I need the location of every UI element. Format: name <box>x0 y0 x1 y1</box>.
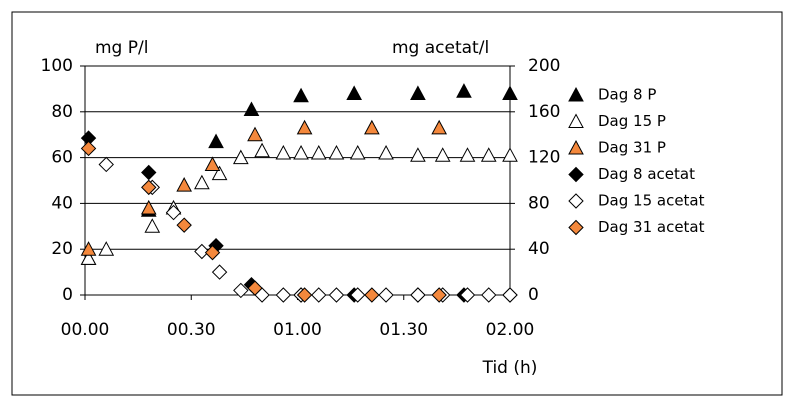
data-point <box>481 287 497 303</box>
x-tick-label: 00.30 <box>167 320 216 340</box>
data-point <box>275 287 292 303</box>
y-axis-label: mg P/l <box>95 38 148 58</box>
data-point <box>247 126 263 142</box>
data-point <box>140 199 157 215</box>
data-point <box>364 119 380 135</box>
data-point <box>233 282 249 299</box>
data-point <box>254 142 270 158</box>
data-point <box>176 177 193 192</box>
legend-marker <box>568 166 584 183</box>
data-point <box>410 287 426 303</box>
legend-marker <box>568 193 584 209</box>
data-point <box>328 144 345 160</box>
data-point <box>293 87 309 103</box>
data-point <box>328 287 345 303</box>
legend-marker <box>568 86 584 102</box>
data-point <box>296 119 313 135</box>
legend-label: Dag 31 P <box>598 139 666 157</box>
legend-label: Dag 8 acetat <box>598 165 695 183</box>
data-point <box>311 287 327 303</box>
data-point <box>176 217 192 233</box>
y-tick-label: 40 <box>51 193 73 213</box>
x-tick-label: 00.00 <box>61 320 110 340</box>
y-tick-label: 80 <box>51 102 73 122</box>
data-point <box>296 287 313 303</box>
y2-axis-label: mg acetat/l <box>392 38 489 58</box>
data-point <box>141 179 157 196</box>
data-point <box>431 119 448 135</box>
y-tick-label: 0 <box>62 285 73 305</box>
data-point <box>243 101 260 117</box>
data-point <box>346 85 363 100</box>
data-point <box>410 147 426 162</box>
data-point <box>378 144 394 160</box>
legend-marker <box>568 219 584 236</box>
data-point <box>204 244 221 261</box>
data-point <box>434 147 451 162</box>
data-point <box>80 250 97 265</box>
y2-tick-label: 80 <box>528 193 550 213</box>
data-point <box>349 144 366 160</box>
y-tick-label: 60 <box>51 148 73 168</box>
data-point <box>480 147 497 162</box>
x-tick-label: 01.00 <box>273 320 322 340</box>
data-point <box>410 85 426 100</box>
x-tick-label: 02.00 <box>486 320 535 340</box>
legend-marker <box>568 113 584 128</box>
data-point <box>211 165 228 181</box>
data-point <box>431 287 447 303</box>
data-point <box>502 85 518 100</box>
data-point <box>194 174 210 190</box>
y2-tick-label: 40 <box>528 239 550 259</box>
data-point <box>275 144 292 160</box>
data-point <box>141 164 157 181</box>
legend-label: Dag 15 acetat <box>598 192 705 210</box>
data-point <box>456 83 472 98</box>
data-point <box>364 287 380 303</box>
data-point <box>502 147 518 162</box>
data-point <box>80 241 97 256</box>
data-point <box>350 287 366 303</box>
x-tick-label: 01.30 <box>379 320 428 340</box>
data-point <box>194 243 210 260</box>
data-point <box>310 144 327 160</box>
legend-label: Dag 31 acetat <box>598 218 705 236</box>
y2-tick-label: 0 <box>528 285 539 305</box>
x-axis-label: Tid (h) <box>482 358 538 378</box>
data-point <box>98 156 114 173</box>
data-point <box>247 280 263 296</box>
data-point <box>144 218 161 233</box>
data-point <box>165 204 182 221</box>
data-point <box>459 147 476 162</box>
data-point <box>208 133 224 149</box>
y-tick-label: 20 <box>51 239 73 259</box>
data-point <box>211 264 228 280</box>
data-point <box>293 144 309 160</box>
y2-tick-label: 120 <box>528 148 560 168</box>
legend-marker <box>568 139 584 155</box>
legend-label: Dag 15 P <box>598 112 666 130</box>
data-point <box>204 156 221 171</box>
data-point <box>232 149 249 165</box>
y-tick-label: 100 <box>41 56 73 76</box>
legend-label: Dag 8 P <box>598 86 656 104</box>
data-point <box>502 287 518 303</box>
data-point <box>378 287 394 303</box>
y2-tick-label: 160 <box>528 102 560 122</box>
data-point <box>98 241 115 256</box>
data-point <box>80 140 97 157</box>
y2-tick-label: 200 <box>528 56 560 76</box>
data-point <box>459 287 476 303</box>
